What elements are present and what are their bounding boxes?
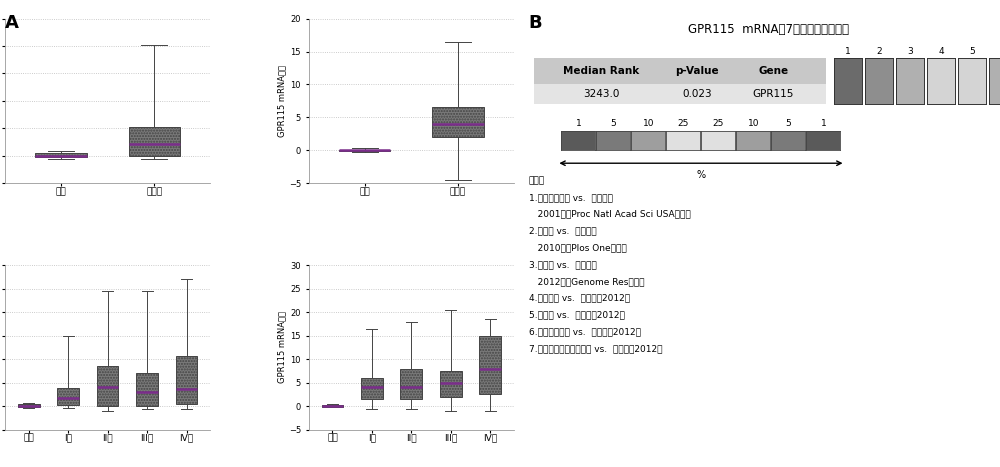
Text: 1: 1	[845, 47, 851, 56]
Text: 25: 25	[713, 120, 724, 128]
Text: Gene: Gene	[758, 66, 788, 76]
Text: 0.023: 0.023	[683, 89, 712, 99]
Text: 10: 10	[748, 120, 759, 128]
Text: 2001年《Proc Natl Acad Sci USA》杂志: 2001年《Proc Natl Acad Sci USA》杂志	[529, 210, 691, 219]
Text: 1: 1	[576, 120, 581, 128]
Bar	[440, 371, 462, 397]
Bar	[400, 368, 422, 399]
Bar	[35, 154, 87, 157]
Bar	[97, 366, 118, 406]
Text: 4.肺腺泡癌 vs.  正常肺，2012年: 4.肺腺泡癌 vs. 正常肺，2012年	[529, 294, 630, 303]
Text: 6.混合型肺腺癌 vs.  正常肺，2012年: 6.混合型肺腺癌 vs. 正常肺，2012年	[529, 327, 641, 336]
Text: A: A	[5, 14, 19, 32]
Text: p-Value: p-Value	[676, 66, 719, 76]
Text: 25: 25	[678, 120, 689, 128]
Bar	[432, 107, 484, 137]
Bar	[57, 388, 79, 405]
Text: 2: 2	[876, 47, 882, 56]
Text: 2012年《Genome Res》杂志: 2012年《Genome Res》杂志	[529, 277, 644, 286]
Bar	[361, 378, 383, 399]
Text: 10: 10	[643, 120, 654, 128]
Text: Median Rank: Median Rank	[563, 66, 639, 76]
Text: %: %	[696, 170, 706, 180]
Text: 3243.0: 3243.0	[583, 89, 619, 99]
Text: 图注：: 图注：	[529, 176, 545, 185]
Text: 2010年《Plos One》杂志: 2010年《Plos One》杂志	[529, 243, 627, 252]
Bar	[136, 373, 158, 406]
Text: 4: 4	[938, 47, 944, 56]
Bar	[18, 404, 40, 407]
Text: 2.肺腺癌 vs.  正常肺，: 2.肺腺癌 vs. 正常肺，	[529, 226, 596, 235]
Bar	[176, 356, 197, 404]
Text: 7.飞粘液性支气管肺泡癌 vs.  正常肺，2012年: 7.飞粘液性支气管肺泡癌 vs. 正常肺，2012年	[529, 344, 662, 353]
Text: GPR115: GPR115	[753, 89, 794, 99]
Bar	[479, 336, 501, 395]
Bar	[129, 127, 180, 156]
Bar	[322, 405, 343, 407]
Text: 1: 1	[821, 120, 826, 128]
Text: 5: 5	[786, 120, 791, 128]
Text: GPR115  mRNA在7队列中的差异比较: GPR115 mRNA在7队列中的差异比较	[688, 23, 849, 36]
Text: 5.肺腺癌 vs.  正常肺，2012年: 5.肺腺癌 vs. 正常肺，2012年	[529, 311, 625, 319]
Text: 5: 5	[969, 47, 975, 56]
Y-axis label: GPR115 mRNA表达: GPR115 mRNA表达	[277, 311, 286, 383]
Text: 1.肺鳞状细胞癌 vs.  正常肺，: 1.肺鳞状细胞癌 vs. 正常肺，	[529, 193, 613, 202]
Text: B: B	[529, 14, 542, 32]
Y-axis label: GPR115 mRNA表达: GPR115 mRNA表达	[277, 65, 286, 137]
Bar	[339, 149, 390, 150]
Text: 5: 5	[611, 120, 616, 128]
Text: 3.肺腺癌 vs.  正常肺，: 3.肺腺癌 vs. 正常肺，	[529, 260, 597, 269]
Text: 3: 3	[907, 47, 913, 56]
